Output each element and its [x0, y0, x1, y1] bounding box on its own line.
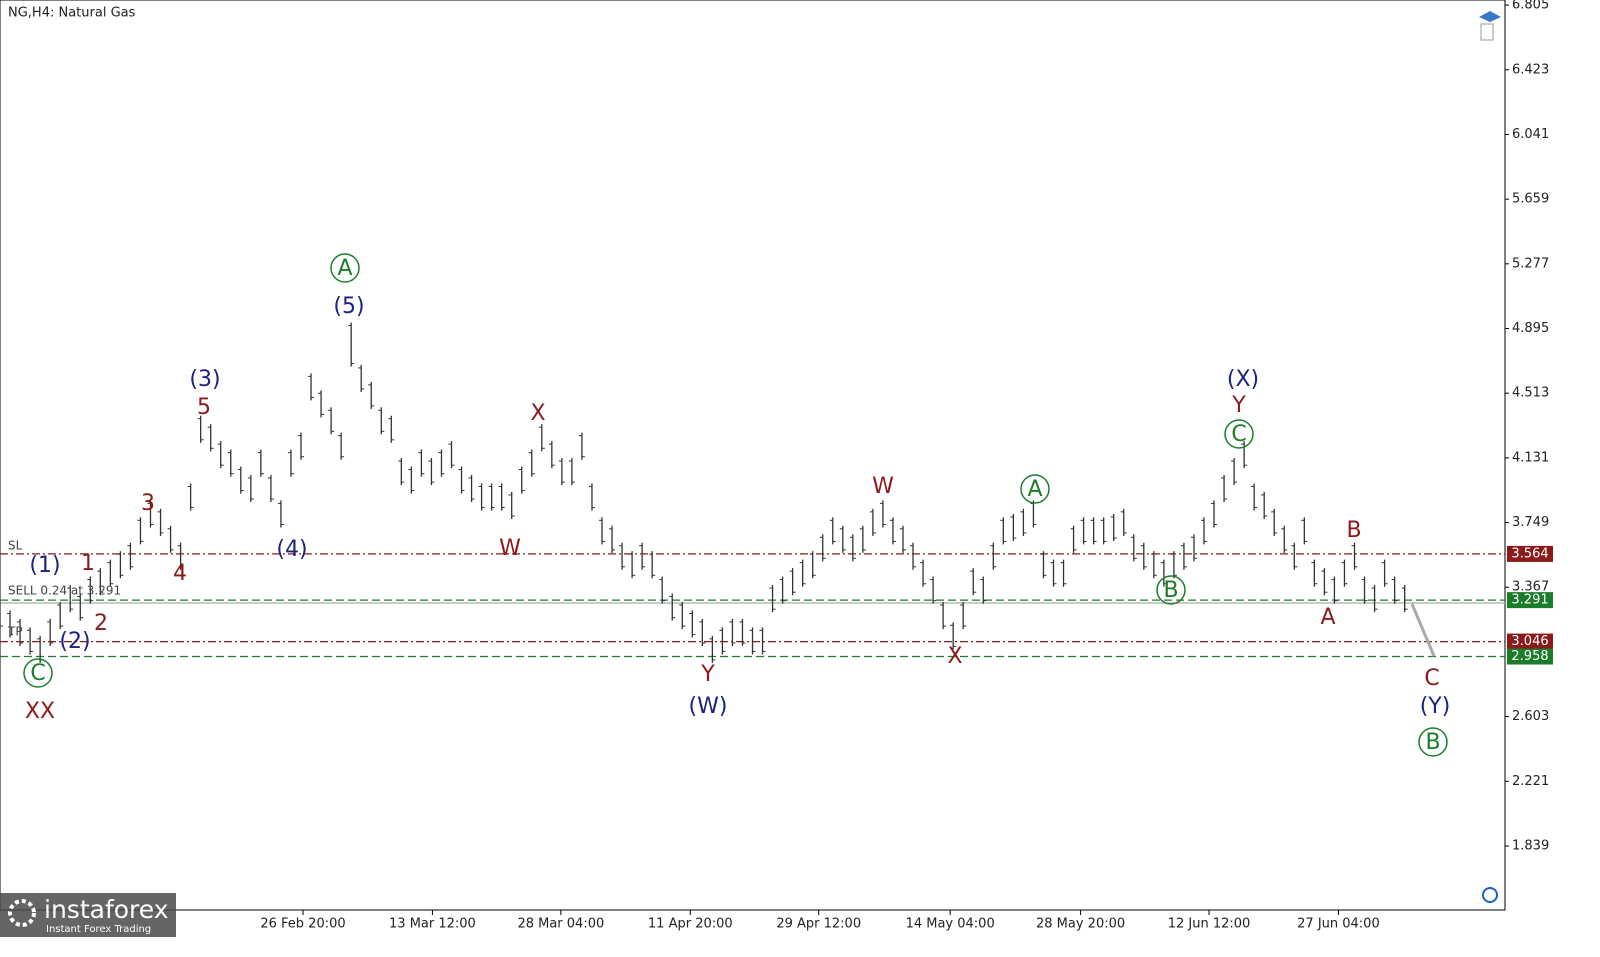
wave-label: C: [1424, 666, 1439, 691]
wave-circle: [1418, 727, 1448, 757]
x-tick-label: 26 Feb 20:00: [260, 917, 345, 932]
x-tick-label: 14 May 04:00: [906, 917, 995, 932]
x-tick-label: 28 May 20:00: [1036, 917, 1125, 932]
wave-label: 3: [141, 491, 155, 516]
wave-label: X: [530, 401, 545, 426]
wave-circle: [1224, 419, 1254, 449]
y-tick-label: 6.041: [1512, 127, 1549, 142]
wave-label: 4: [173, 561, 187, 586]
wave-label: A: [1027, 477, 1042, 502]
y-tick-label: 2.603: [1512, 709, 1549, 724]
x-tick-label: 29 Apr 12:00: [776, 917, 861, 932]
plot-area: [0, 0, 1506, 911]
sl-label: SL: [8, 539, 23, 553]
wave-label: 1: [81, 551, 95, 576]
price-tag-label: 3.564: [1511, 546, 1548, 561]
tagline: Instant Forex Trading: [46, 924, 151, 935]
y-tick-label: 5.277: [1512, 256, 1549, 271]
wave-label: XX: [25, 699, 55, 724]
y-tick-label: 1.839: [1512, 838, 1549, 853]
price-tag-label: 3.046: [1511, 634, 1548, 649]
y-tick-label: 3.749: [1512, 515, 1549, 530]
price-tag: [1507, 648, 1553, 665]
wave-label: (Y): [1420, 694, 1451, 719]
wave-circle: [1020, 474, 1050, 504]
watermark: instaforex Instant Forex Trading: [0, 893, 176, 937]
top-icon[interactable]: [1479, 11, 1501, 41]
wave-label: B: [1346, 518, 1361, 543]
y-tick-label: 4.895: [1512, 321, 1549, 336]
projection: [1410, 603, 1436, 657]
wave-label: C: [1231, 422, 1246, 447]
wave-label: W: [499, 536, 521, 561]
wave-label: (W): [689, 694, 728, 719]
wave-circle: [23, 658, 53, 688]
wave-label: (X): [1227, 367, 1259, 392]
wave-label: 2: [94, 611, 108, 636]
wave-label: X: [947, 644, 962, 669]
wave-label: B: [1425, 730, 1440, 755]
y-tick-label: 4.513: [1512, 386, 1549, 401]
wave-label: Y: [700, 662, 715, 687]
wave-label: A: [337, 256, 352, 281]
wave-label: Y: [1231, 393, 1246, 418]
wave-label: (1): [29, 553, 60, 578]
wave-circle: [1156, 575, 1186, 605]
price-tag-label: 2.958: [1511, 649, 1548, 664]
wave-label: W: [872, 474, 894, 499]
x-tick-label: 12 Jun 12:00: [1168, 917, 1251, 932]
x-tick-label: 11 Apr 20:00: [648, 917, 733, 932]
brand: instaforex: [44, 895, 169, 924]
wave-label: A: [1320, 605, 1335, 630]
tp-label: TP: [7, 625, 23, 639]
order-label: SELL 0.24 at 3.291: [8, 584, 121, 598]
wave-label: 5: [197, 395, 211, 420]
price-tag: [1507, 633, 1553, 650]
wave-label: B: [1163, 578, 1178, 603]
price-tag: [1507, 592, 1553, 609]
y-tick-label: 6.423: [1512, 62, 1549, 77]
price-tag: [1507, 545, 1553, 562]
x-tick-label: 27 Jun 04:00: [1297, 917, 1380, 932]
y-tick-label: 2.221: [1512, 774, 1549, 789]
wave-label: (2): [59, 629, 90, 654]
y-tick-label: 6.805: [1512, 0, 1549, 13]
wave-label: (5): [333, 294, 364, 319]
x-tick-label: 13 Mar 12:00: [389, 917, 476, 932]
wave-label: (4): [276, 537, 307, 562]
wave-label: (3): [189, 367, 220, 392]
y-tick-label: 4.131: [1512, 450, 1549, 465]
corner-icon[interactable]: [1482, 887, 1498, 903]
y-tick-label: 3.367: [1512, 580, 1549, 595]
x-tick-label: 28 Mar 04:00: [517, 917, 604, 932]
wave-circle: [330, 253, 360, 283]
y-tick-label: 5.659: [1512, 192, 1549, 207]
price-tag-label: 3.291: [1511, 593, 1548, 608]
wave-label: C: [30, 661, 45, 686]
chart-title: NG,H4: Natural Gas: [8, 6, 136, 21]
